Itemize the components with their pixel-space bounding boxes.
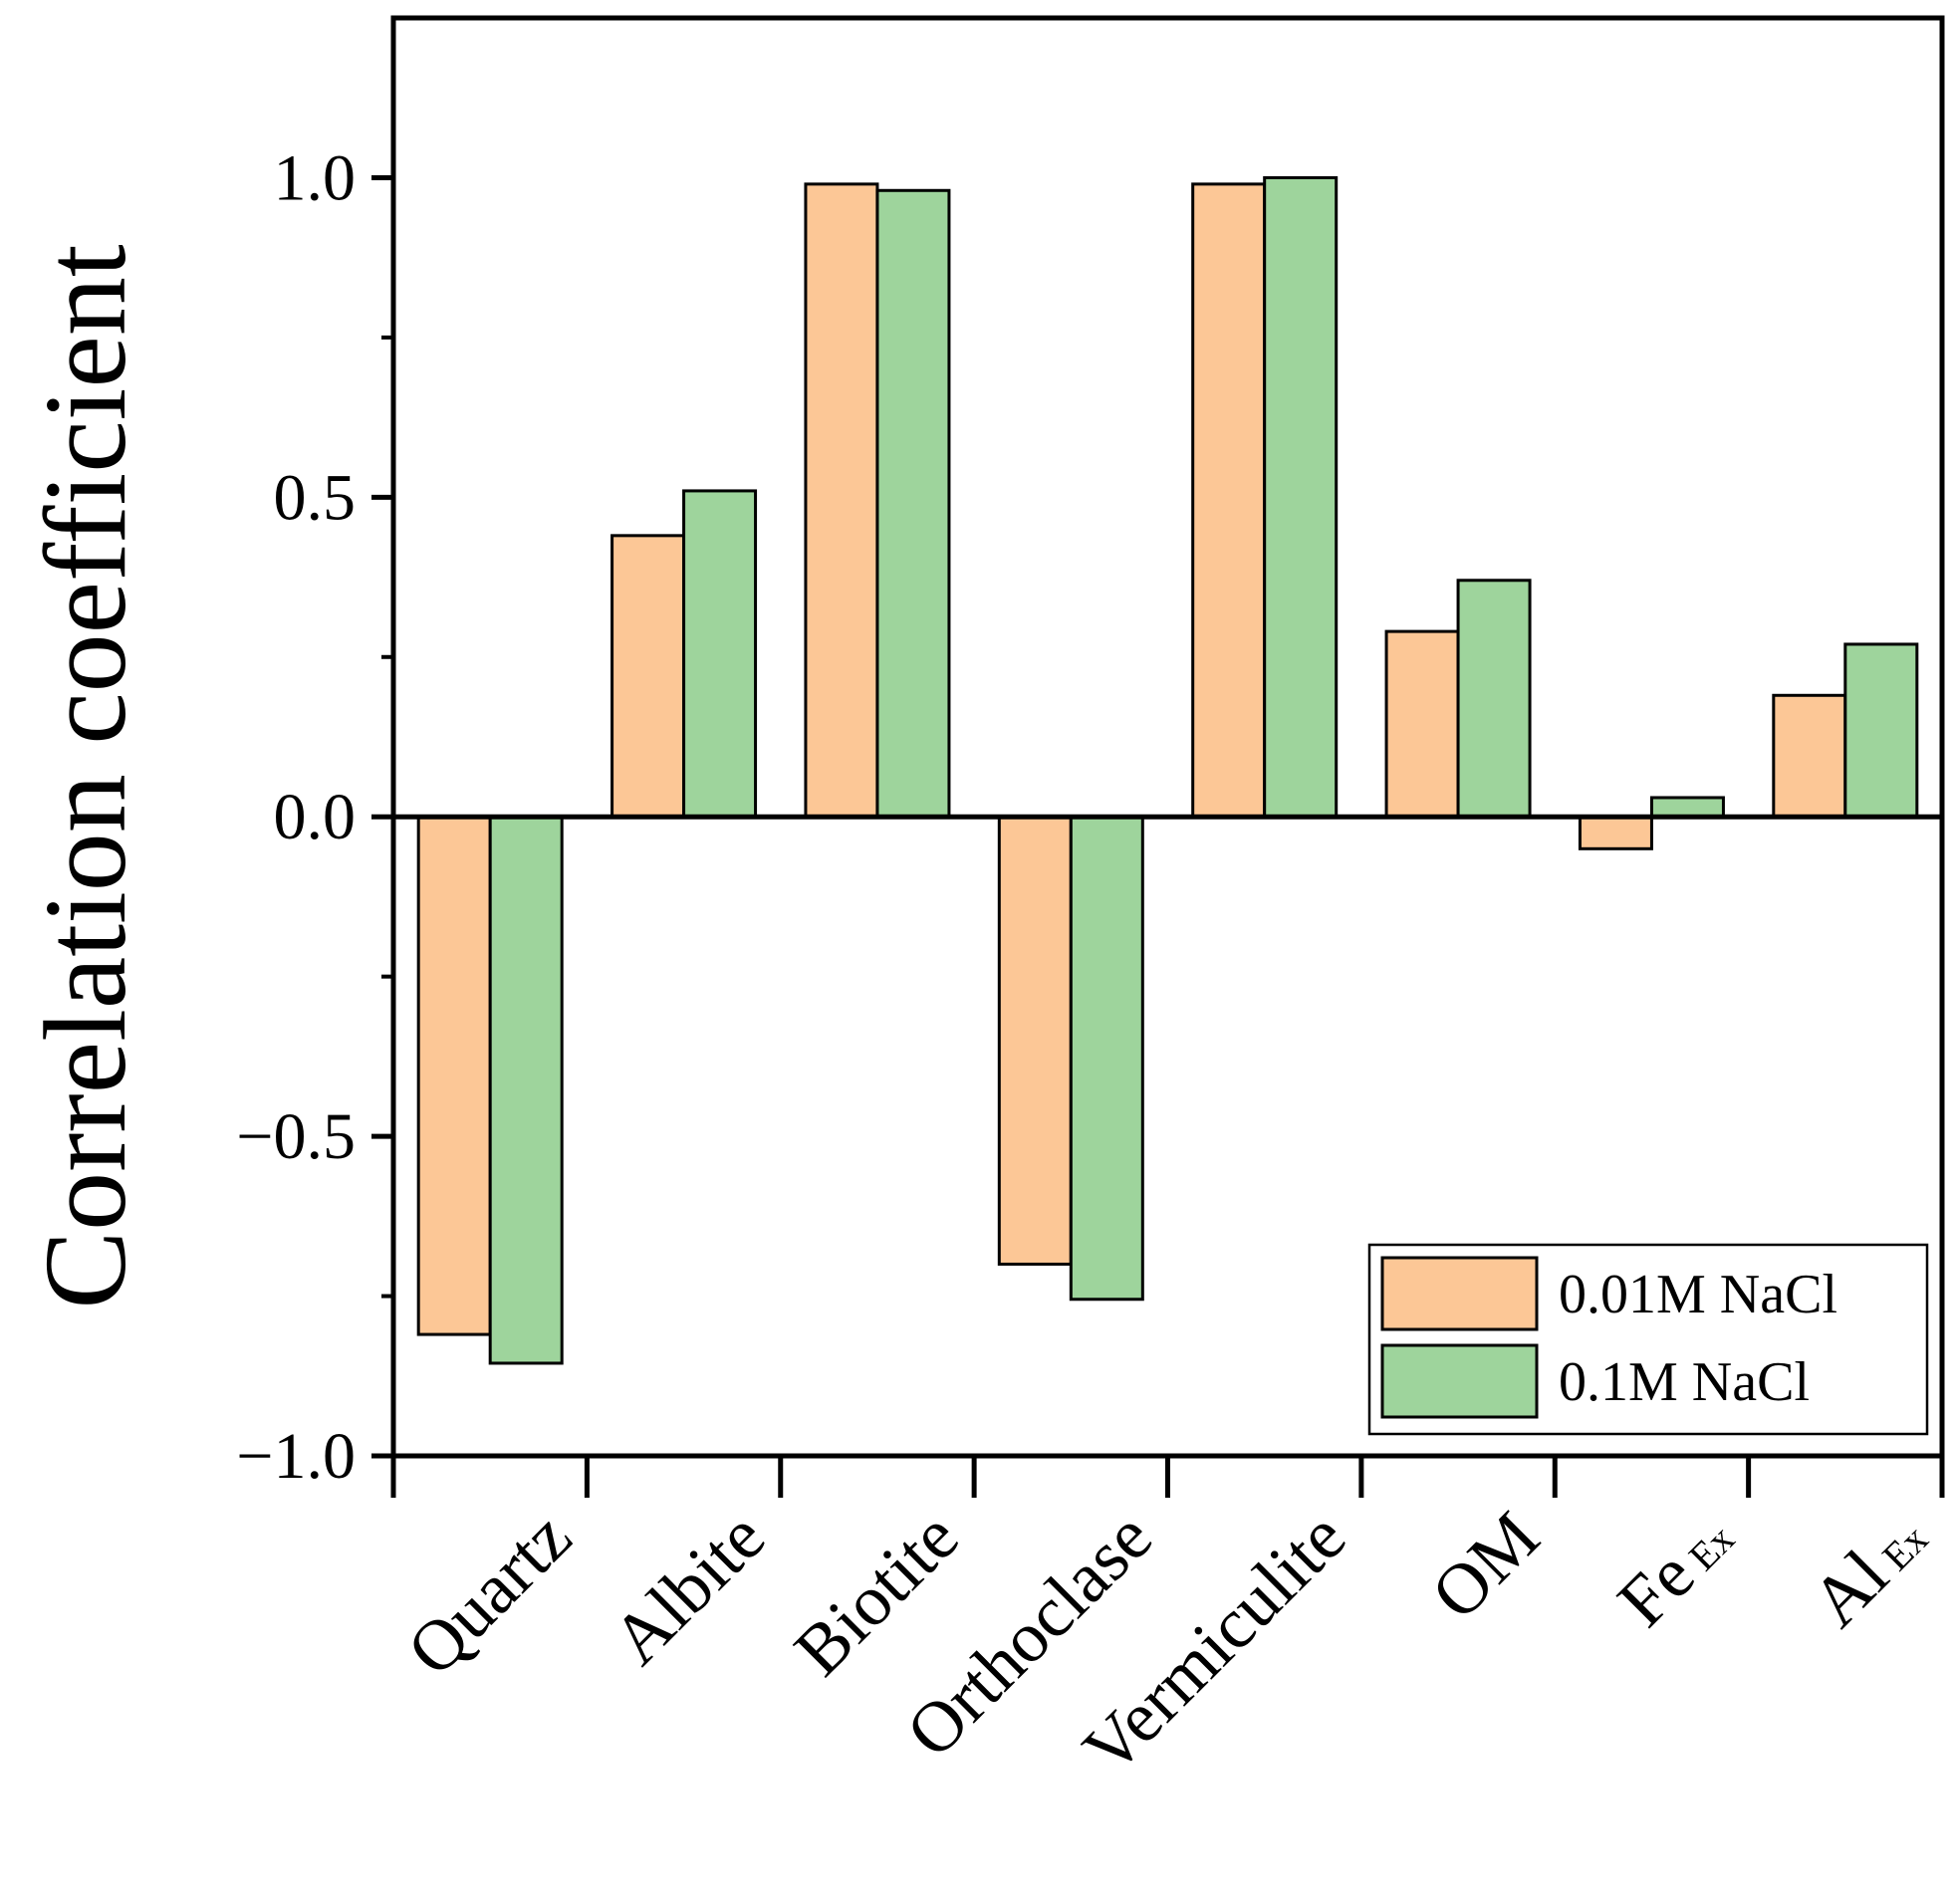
legend: 0.01M NaCl 0.1M NaCl <box>1367 1243 1929 1436</box>
bar-albite-0-01m-nacl <box>611 534 686 819</box>
x-tick-label-feex: FeEx <box>1602 1497 1748 1642</box>
bar-feex-0-1m-nacl <box>1649 796 1725 819</box>
legend-label-0.1m-nacl: 0.1M NaCl <box>1559 1351 1810 1413</box>
bar-orthoclase-0-1m-nacl <box>1069 815 1144 1302</box>
bar-quartz-0-1m-nacl <box>488 815 564 1365</box>
bar-alex-0-1m-nacl <box>1843 642 1919 819</box>
bar-biotite-0-01m-nacl <box>804 182 879 819</box>
bar-quartz-0-01m-nacl <box>416 815 492 1336</box>
bar-albite-0-1m-nacl <box>682 489 758 819</box>
bar-vermiculite-0-1m-nacl <box>1263 175 1339 819</box>
x-tick-label-alex: AlEx <box>1796 1497 1941 1642</box>
x-tick-label-quartz: Quartz <box>392 1497 587 1691</box>
x-tick-label-albite: Albite <box>597 1497 780 1680</box>
bars-layer <box>416 175 1919 1365</box>
bar-alex-0-01m-nacl <box>1772 693 1847 819</box>
y-tick-label: −0.5 <box>236 1100 356 1173</box>
x-tick-label-om: OM <box>1416 1497 1555 1635</box>
legend-label-0.01m-nacl: 0.01M NaCl <box>1559 1264 1837 1325</box>
legend-swatch-0.01m-nacl <box>1380 1256 1539 1331</box>
y-tick-label: 0.0 <box>274 781 357 853</box>
bar-om-0-01m-nacl <box>1384 629 1460 819</box>
legend-swatch-0.1m-nacl <box>1380 1343 1539 1419</box>
bar-orthoclase-0-01m-nacl <box>997 815 1073 1266</box>
y-tick-label: 0.5 <box>274 461 357 534</box>
bar-biotite-0-1m-nacl <box>875 188 951 819</box>
bar-feex-0-01m-nacl <box>1578 815 1653 850</box>
y-tick-label: 1.0 <box>274 141 357 214</box>
y-tick-label: −1.0 <box>236 1420 356 1493</box>
bar-om-0-1m-nacl <box>1456 579 1532 819</box>
y-axis-label: Correlation coefficient <box>20 244 150 1309</box>
bar-vermiculite-0-01m-nacl <box>1191 182 1267 819</box>
y-axis: 1.0 0.5 0.0 −0.5 −1.0 <box>236 141 393 1493</box>
x-axis: Quartz Albite BiotiteOrthoclaseVermiculite… <box>390 1456 1945 1789</box>
